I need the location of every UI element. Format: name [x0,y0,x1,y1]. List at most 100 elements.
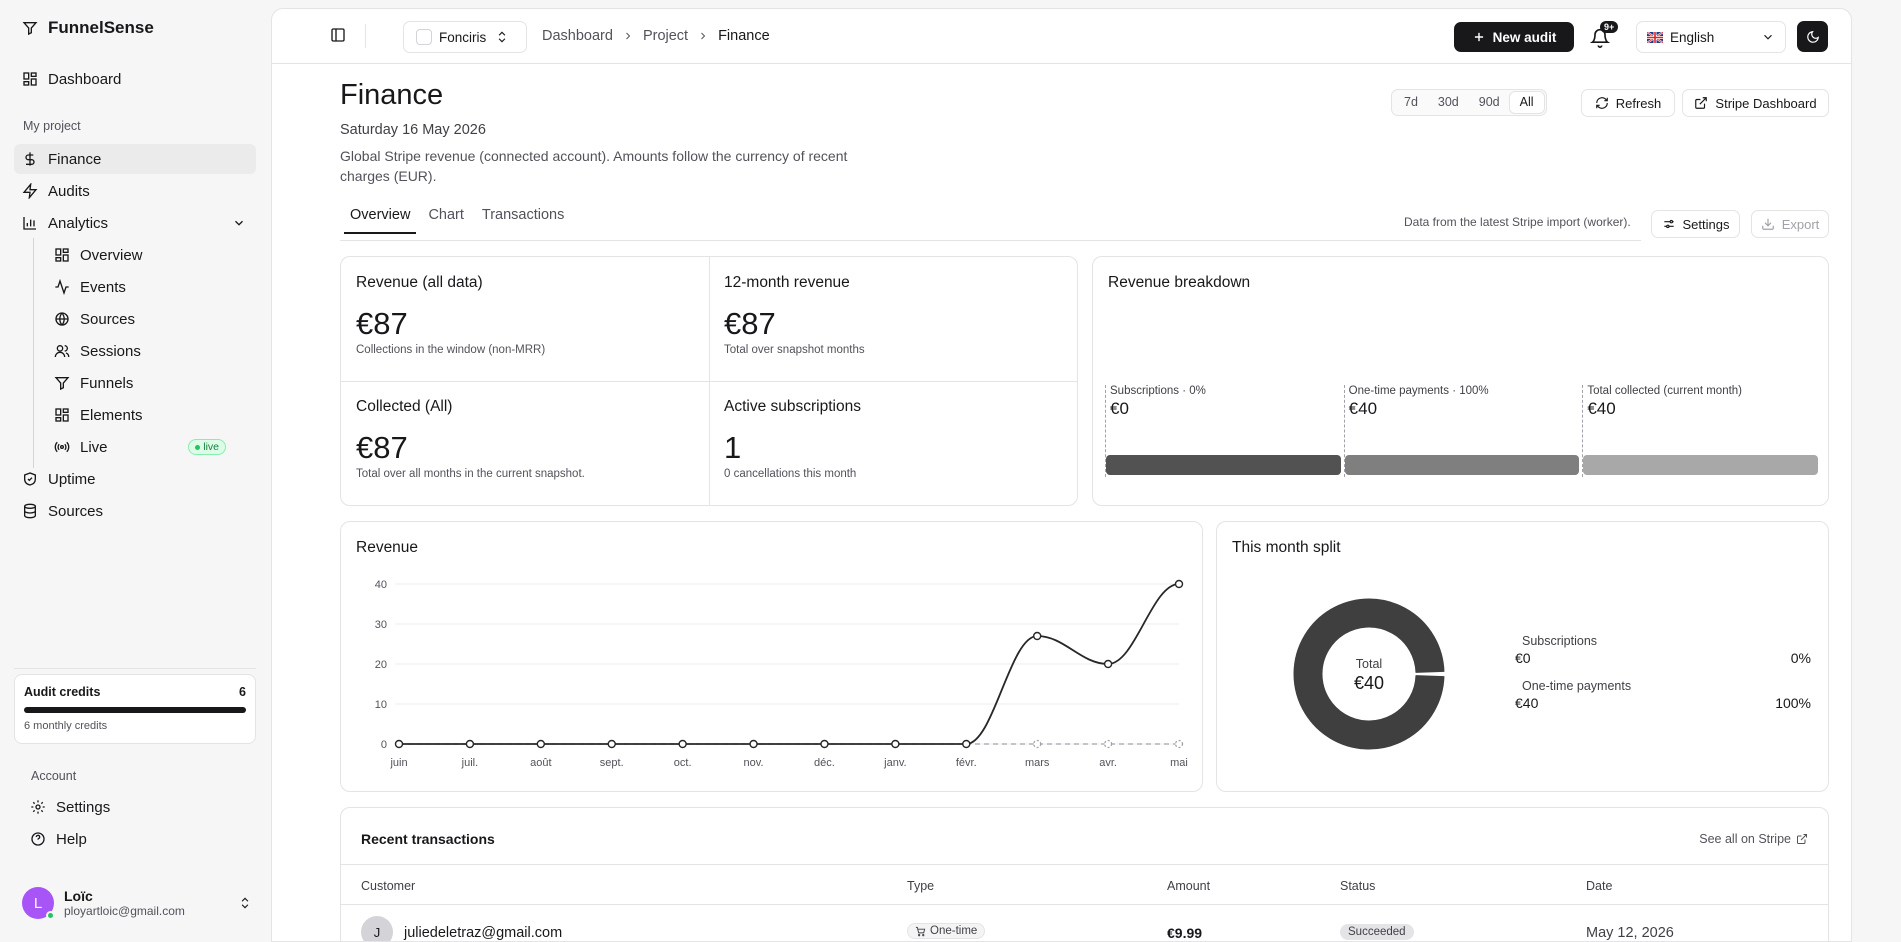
range-7d[interactable]: 7d [1404,95,1418,109]
kpi-active-subscriptions: Active subscriptions 1 0 cancellations t… [709,381,876,497]
breadcrumb-finance: Finance [718,28,770,44]
tab-chart[interactable]: Chart [428,207,464,223]
refresh-button[interactable]: Refresh [1581,89,1675,117]
new-audit-label: New audit [1492,29,1557,45]
grid-icon [55,248,69,262]
breadcrumb-dashboard[interactable]: Dashboard [542,28,613,44]
settings-button[interactable]: Settings [1651,210,1740,238]
sidebar-item-overview[interactable]: Overview [46,240,256,270]
col-amount: Amount [1167,879,1211,893]
tab-overview[interactable]: Overview [344,207,417,234]
sidebar-toggle-button[interactable] [330,27,346,43]
sidebar-item-dashboard[interactable]: Dashboard [14,64,256,94]
credits-progress-bar [24,707,246,713]
range-30d[interactable]: 30d [1437,95,1459,109]
live-dot-icon [195,444,201,450]
table-row[interactable]: J juliedeletraz@gmail.com One-time €9.99… [341,916,1828,941]
y-tick-label: 40 [375,579,387,591]
range-90d[interactable]: 90d [1478,95,1500,109]
brand-logo[interactable]: FunnelSense [22,18,154,38]
group-label-project: My project [23,119,81,133]
kpi-label: Revenue (all data) [356,274,483,291]
sidebar-item-funnels[interactable]: Funnels [46,368,256,398]
sidebar-item-events[interactable]: Events [46,272,256,302]
sidebar-item-label: Dashboard [48,70,122,88]
sidebar-item-label: Finance [48,150,102,168]
tab-divider [340,240,1641,241]
sidebar-item-live[interactable]: Live live [46,432,256,462]
main-panel: Fonciris Dashboard Project Finance New a… [271,8,1852,942]
activity-icon [55,279,69,295]
refresh-label: Refresh [1615,95,1662,111]
sidebar-item-analytics[interactable]: Analytics [14,208,256,238]
month-split-donut [1293,598,1445,750]
kpi-label: Collected (All) [356,398,453,415]
stripe-dashboard-label: Stripe Dashboard [1715,95,1817,111]
sidebar-item-audits[interactable]: Audits [14,176,256,206]
recent-transactions-card: Recent transactions See all on Stripe Cu… [340,807,1829,941]
theme-toggle-button[interactable] [1797,21,1828,52]
export-button[interactable]: Export [1751,210,1829,238]
revenue-breakdown-card: Revenue breakdown Subscriptions · 0% €0 On… [1092,256,1829,506]
data-point-dashed [1103,739,1113,749]
breadcrumb-project[interactable]: Project [642,28,689,44]
revenue-line-chart: 0 10 20 30 40 juin juil. août sept. oct. nov. déc. j… [375,579,1188,769]
moon-icon [1806,30,1819,43]
legend-row-subscriptions: €0 0% [1515,650,1811,666]
segment-label: Subscriptions · 0% [1110,385,1206,397]
external-link-icon [1797,834,1807,844]
user-menu[interactable]: L Loïc ployartloic@gmail.com [22,887,252,920]
bell-icon [1590,28,1610,48]
sidebar-item-label: Sources [48,502,104,520]
sidebar-item-elements[interactable]: Elements [46,400,256,430]
chevrons-up-down-icon [241,897,249,909]
credits-title: Audit credits [24,685,101,699]
kpi-divider-h [341,381,1077,382]
stripe-dashboard-button[interactable]: Stripe Dashboard [1682,89,1829,117]
brand-name: FunnelSense [48,18,154,37]
legend-subscriptions-name: Subscriptions [1522,634,1598,648]
new-audit-button[interactable]: New audit [1454,22,1574,52]
bar-chart-icon [23,217,36,230]
chevron-right-icon [626,32,631,40]
segment-bar [1106,455,1341,475]
header-divider [341,904,1828,905]
language-select[interactable]: English [1636,21,1786,53]
sidebar-item-label: Settings [56,798,111,816]
data-point [820,739,829,749]
data-point [1103,659,1113,669]
group-label-account: Account [31,769,77,783]
sidebar-item-label: Sources [80,310,136,328]
page-description: Global Stripe revenue (connected account… [340,148,848,184]
date-value: May 12, 2026 [1586,925,1674,941]
donut-slice [1293,598,1445,750]
range-all[interactable]: All [1509,92,1544,113]
sidebar-item-finance[interactable]: Finance [14,144,256,174]
sidebar-item-uptime[interactable]: Uptime [14,464,256,494]
kpi-label: 12-month revenue [724,274,850,291]
sidebar-item-sources[interactable]: Sources [46,304,256,334]
kpi-value: €87 [356,430,408,465]
sidebar-item-sessions[interactable]: Sessions [46,336,256,366]
globe-icon [55,312,69,326]
chevron-down-icon [235,220,243,226]
topbar-divider [365,24,366,48]
data-point [891,739,900,749]
sidebar-item-sources-db[interactable]: Sources [14,496,256,526]
sidebar-item-settings[interactable]: Settings [22,792,256,822]
x-tick-label: mars [1025,757,1050,769]
project-square-icon [416,29,432,45]
notifications-button[interactable]: 9+ [1590,21,1619,48]
x-tick-label: mai [1170,757,1188,769]
project-switcher[interactable]: Fonciris [403,21,527,53]
sidebar-item-help[interactable]: Help [22,824,256,854]
x-tick-label: déc. [814,757,835,769]
tab-transactions[interactable]: Transactions [481,207,565,223]
see-all-stripe-link[interactable]: See all on Stripe [1699,832,1808,846]
type-badge: One-time [907,923,986,939]
notification-count-badge: 9+ [1600,21,1619,33]
data-point [1174,579,1184,589]
panel-left-icon [331,28,345,42]
segment-label: Total collected (current month) [1587,385,1743,397]
customer-email: juliedeletraz@gmail.com [404,925,563,941]
